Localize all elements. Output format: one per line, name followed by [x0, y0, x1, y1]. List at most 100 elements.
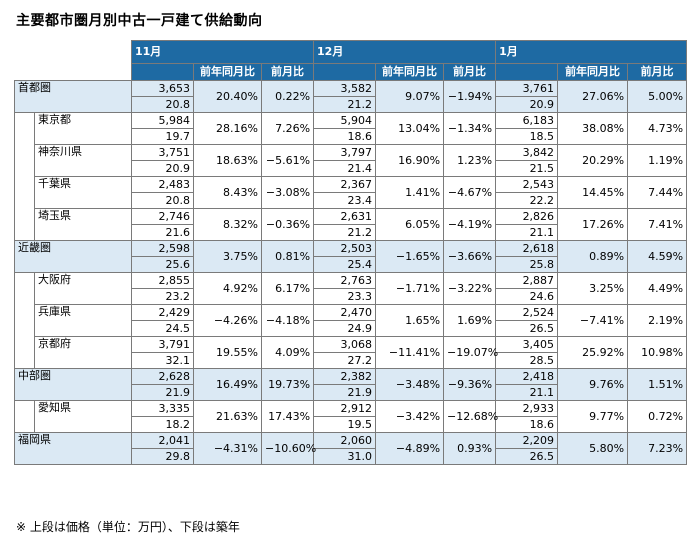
price-cell: 2,631 [313, 208, 377, 225]
mom-cell: 0.93% [443, 432, 497, 465]
yoy-cell: 5.80% [557, 432, 629, 465]
indent-cell [14, 304, 35, 337]
table-row: 埼玉県 2,746 8.32% −0.36% 2,631 6.05% −4.19% 2,826… [14, 208, 688, 241]
table-row: 18.2 19.5 18.6 [15, 416, 687, 433]
month-header: 11月 [130, 40, 315, 64]
mom-cell: 0.72% [627, 400, 688, 433]
mom-cell: 19.73% [260, 368, 315, 401]
mom-cell: 5.00% [627, 80, 688, 113]
price-cell: 6,183 [495, 112, 559, 129]
age-cell: 27.2 [313, 352, 377, 369]
prefecture-name: 兵庫県 [34, 304, 132, 337]
indent-cell [14, 144, 35, 177]
yoy-cell: 8.43% [193, 176, 262, 209]
mom-cell: 1.51% [627, 368, 688, 401]
age-cell: 19.7 [131, 128, 194, 145]
indent-cell [14, 208, 35, 241]
yoy-cell: 14.45% [557, 176, 629, 209]
table-row: 首都圏 3,653 20.40% 0.22% 3,582 9.07% −1.94% 3,761… [14, 80, 688, 113]
price-cell: 5,984 [131, 112, 194, 129]
price-cell: 2,041 [131, 432, 194, 449]
price-cell: 2,060 [313, 432, 377, 449]
mom-cell: 7.44% [627, 176, 688, 209]
age-cell: 19.5 [313, 416, 377, 433]
mom-cell: −4.19% [443, 208, 497, 241]
yoy-cell: 16.90% [375, 144, 445, 177]
mom-header: 前月比 [627, 63, 688, 81]
yoy-header: 前年同月比 [375, 63, 445, 81]
price-cell: 2,209 [495, 432, 559, 449]
mom-header: 前月比 [443, 63, 497, 81]
age-cell: 21.9 [131, 384, 194, 401]
yoy-cell: 38.08% [557, 112, 629, 145]
mom-cell: 4.09% [260, 336, 315, 369]
age-cell: 23.2 [131, 288, 194, 305]
mom-cell: −1.94% [443, 80, 497, 113]
price-cell: 2,598 [131, 240, 194, 257]
prefecture-name: 神奈川県 [34, 144, 132, 177]
mom-cell: 7.26% [260, 112, 315, 145]
price-cell: 3,582 [313, 80, 377, 97]
yoy-cell: 17.26% [557, 208, 629, 241]
age-cell: 26.5 [495, 320, 559, 337]
age-cell: 23.3 [313, 288, 377, 305]
age-cell: 20.9 [131, 160, 194, 177]
age-cell: 25.4 [313, 256, 377, 273]
table-row: 東京都 5,984 28.16% 7.26% 5,904 13.04% −1.34% 6,18… [14, 112, 688, 145]
mom-cell: 2.19% [627, 304, 688, 337]
price-cell: 2,855 [131, 272, 194, 289]
table-row: 京都府 3,791 19.55% 4.09% 3,068 −11.41% −19.07% 3,… [14, 336, 688, 369]
age-cell: 18.5 [495, 128, 559, 145]
indent-cell [14, 336, 35, 369]
price-cell: 2,887 [495, 272, 559, 289]
mom-cell: −3.08% [260, 176, 315, 209]
yoy-cell: 1.65% [375, 304, 445, 337]
price-cell: 2,470 [313, 304, 377, 321]
age-cell: 21.1 [495, 384, 559, 401]
yoy-cell: 0.89% [557, 240, 629, 273]
yoy-cell: −7.41% [557, 304, 629, 337]
yoy-cell: −3.48% [375, 368, 445, 401]
mom-cell: −4.18% [260, 304, 315, 337]
yoy-header: 前年同月比 [193, 63, 262, 81]
age-cell: 26.5 [495, 448, 559, 465]
price-cell: 3,405 [495, 336, 559, 353]
yoy-cell: 21.63% [193, 400, 262, 433]
age-cell: 25.8 [495, 256, 559, 273]
price-cell: 2,418 [495, 368, 559, 385]
age-cell: 24.5 [131, 320, 194, 337]
price-cell: 2,618 [495, 240, 559, 257]
prefecture-name: 埼玉県 [34, 208, 132, 241]
corner-cell [14, 40, 132, 81]
mom-cell: −1.34% [443, 112, 497, 145]
mom-cell: −10.60% [260, 432, 316, 465]
yoy-cell: 6.05% [375, 208, 445, 241]
mom-cell: −0.36% [260, 208, 315, 241]
yoy-cell: 8.32% [193, 208, 262, 241]
mom-cell: −3.22% [443, 272, 497, 305]
mom-cell: −12.68% [443, 400, 498, 433]
table-row: 23.2 23.3 24.6 [15, 288, 687, 305]
yoy-cell: 3.25% [557, 272, 629, 305]
blank-subheader [313, 63, 377, 81]
region-name: 福岡県 [14, 432, 132, 465]
price-cell: 2,483 [131, 176, 194, 193]
yoy-cell: 13.04% [375, 112, 445, 145]
price-cell: 2,524 [495, 304, 559, 321]
table-row: 中部圏 2,628 16.49% 19.73% 2,382 −3.48% −9.36% 2,4… [14, 368, 688, 401]
table-row: 21.9 21.9 21.1 [15, 384, 687, 401]
price-cell: 3,791 [131, 336, 194, 353]
age-cell: 18.6 [313, 128, 377, 145]
price-cell: 2,429 [131, 304, 194, 321]
sub-header-row: 前年同月比 前月比 前年同月比 前月比 前年同月比 前月比 [15, 63, 688, 81]
age-cell: 21.6 [131, 224, 194, 241]
indent-cell [14, 400, 35, 433]
month-header: 12月 [313, 40, 497, 64]
mom-cell: 6.17% [260, 272, 315, 305]
yoy-cell: −4.26% [193, 304, 262, 337]
price-cell: 3,761 [495, 80, 559, 97]
table-row: 兵庫県 2,429 −4.26% −4.18% 2,470 1.65% 1.69% 2,524… [14, 304, 688, 337]
prefecture-name: 千葉県 [34, 176, 132, 209]
age-cell: 21.2 [313, 96, 377, 113]
yoy-cell: 9.77% [557, 400, 629, 433]
